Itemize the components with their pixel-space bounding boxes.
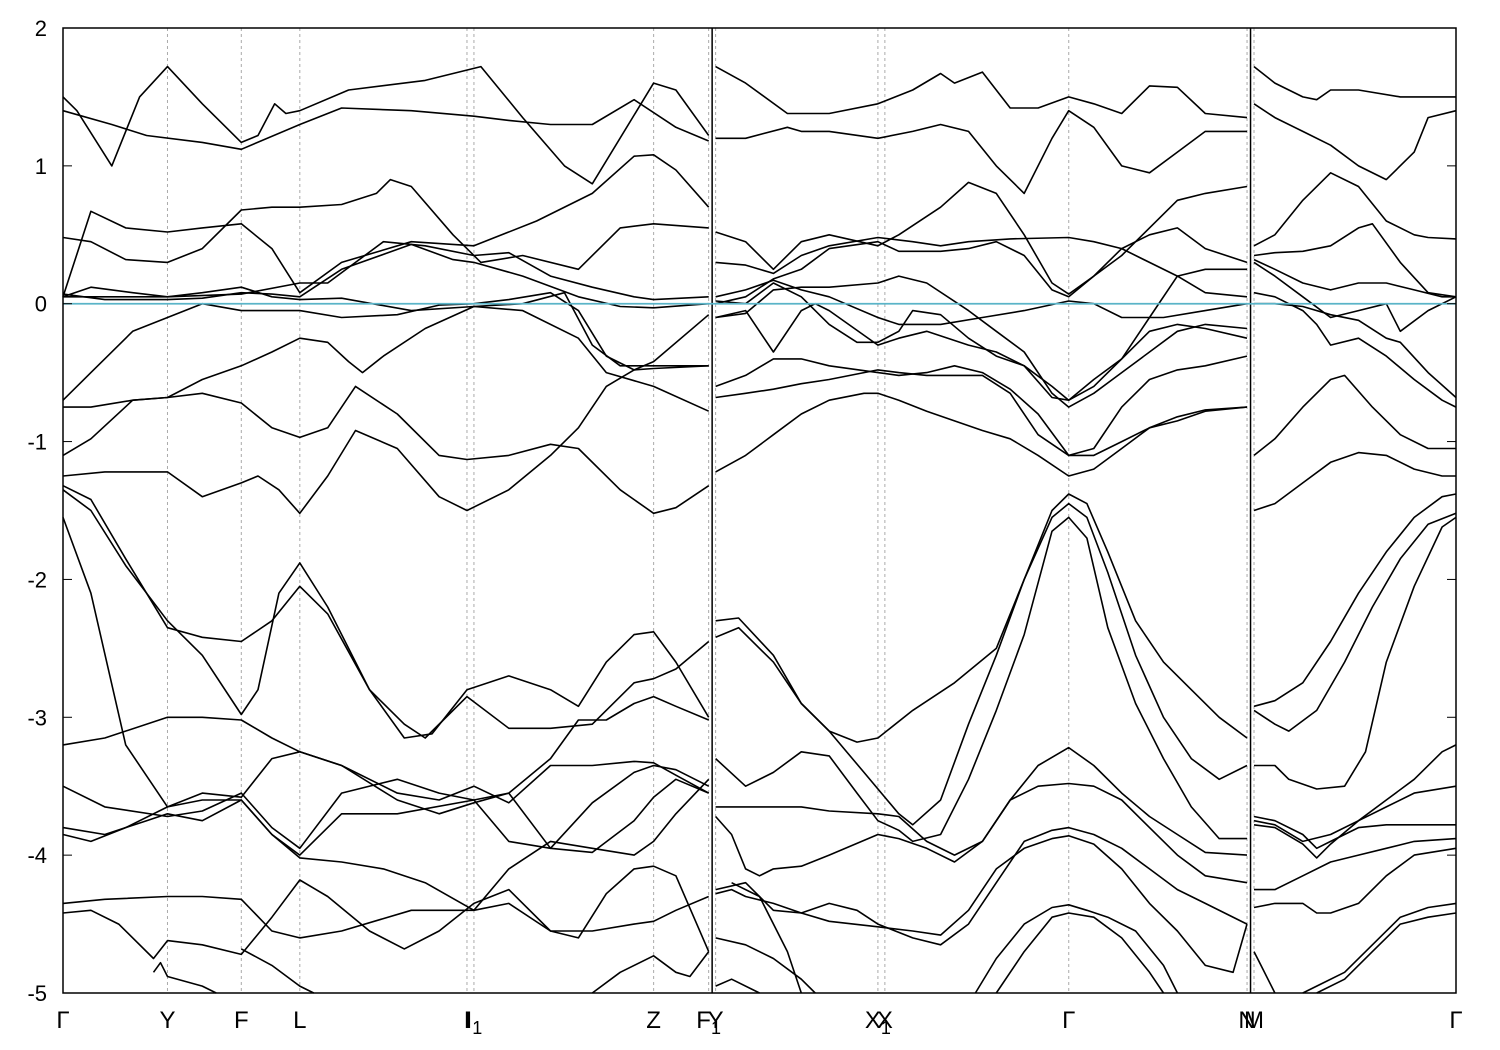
band-line xyxy=(1253,258,1456,298)
band-line xyxy=(715,279,1248,326)
band-line xyxy=(62,517,710,815)
band-line xyxy=(62,778,710,856)
band-line xyxy=(1253,374,1456,457)
band-line xyxy=(62,154,710,298)
band-line xyxy=(715,268,1247,401)
band-line xyxy=(715,937,816,994)
band-line xyxy=(62,286,709,367)
x-axis-kpoint-labels: Γ Y F L II1 Z F1Y X1X Γ NM Γ xyxy=(56,1007,1462,1038)
band-line xyxy=(715,369,1248,457)
band-line xyxy=(62,764,710,850)
kpoint-label: X xyxy=(877,1007,893,1034)
band-line xyxy=(715,978,760,994)
band-line xyxy=(1302,902,1457,994)
band-line xyxy=(62,489,710,739)
band-line xyxy=(152,961,217,994)
band-line xyxy=(62,895,710,939)
band-line xyxy=(62,178,709,271)
band-line xyxy=(1253,512,1457,732)
y-tick-label: -1 xyxy=(27,430,47,455)
band-line xyxy=(715,275,1248,408)
band-line xyxy=(62,865,710,960)
plot-frame xyxy=(62,27,1457,994)
band-line xyxy=(1253,744,1457,843)
kpoint-label: F xyxy=(234,1007,249,1034)
band-line xyxy=(715,302,1248,401)
band-line xyxy=(1253,785,1457,859)
kpoint-label: Γ xyxy=(1449,1007,1462,1034)
band-line xyxy=(63,240,709,301)
band-line xyxy=(715,109,1247,195)
band-line xyxy=(591,951,710,994)
band-line xyxy=(715,181,1248,295)
kpoint-label: F1 xyxy=(696,1007,721,1038)
y-tick-label: 0 xyxy=(35,292,47,317)
band-line xyxy=(715,493,1248,743)
band-line xyxy=(715,65,1248,119)
band-line xyxy=(1253,291,1457,408)
band-line xyxy=(62,291,710,401)
kpoint-label: Y xyxy=(159,1007,175,1034)
band-line xyxy=(715,826,1248,946)
band-line xyxy=(1254,516,1457,790)
kpoint-label: I xyxy=(464,1007,471,1034)
kpoint-label: N xyxy=(1238,1007,1255,1034)
segment-dividers xyxy=(711,28,1252,993)
y-tick-label: 1 xyxy=(35,154,47,179)
band-line xyxy=(1253,951,1276,994)
y-tick-label: -3 xyxy=(27,705,47,730)
band-line xyxy=(715,355,1248,457)
band-line xyxy=(1253,815,1456,850)
y-tick-label: -4 xyxy=(27,843,47,868)
band-line xyxy=(62,243,709,309)
kpoint-label: X1 xyxy=(865,1007,891,1038)
y-axis-ticks: 2 1 0 -1 -2 -3 -4 -5 xyxy=(27,16,1456,1006)
kpoint-label: M xyxy=(1244,1007,1264,1034)
kpoint-label: Γ xyxy=(56,1007,69,1034)
band-line xyxy=(715,236,1248,298)
band-line xyxy=(715,835,1248,974)
band-line xyxy=(715,392,1248,477)
kpoint-label: Y xyxy=(708,1007,724,1034)
band-line xyxy=(715,516,1247,843)
band-line xyxy=(62,65,710,185)
band-line xyxy=(1253,847,1457,914)
band-line xyxy=(1254,837,1457,891)
band-line xyxy=(1253,172,1457,247)
band-line xyxy=(715,185,1248,305)
kpoint-label: L xyxy=(293,1007,306,1034)
kpoint-gridlines xyxy=(166,28,1255,993)
band-line xyxy=(1253,103,1457,181)
band-line xyxy=(995,912,1165,994)
band-line xyxy=(974,904,1179,994)
kpoint-label: Γ xyxy=(1062,1007,1075,1034)
band-line xyxy=(62,98,710,151)
band-lines xyxy=(62,65,1457,994)
band-line xyxy=(62,778,710,912)
kpoint-label: I1 xyxy=(466,1007,483,1038)
band-line xyxy=(1253,451,1456,512)
kpoint-label: Z xyxy=(646,1007,661,1034)
band-line xyxy=(1316,912,1457,994)
band-line xyxy=(62,365,709,515)
band-line xyxy=(240,948,315,994)
band-line xyxy=(1253,261,1457,333)
band-line xyxy=(1253,223,1457,298)
band-line xyxy=(715,502,1248,826)
band-line xyxy=(1253,65,1456,101)
band-line xyxy=(62,385,710,515)
y-tick-label: -5 xyxy=(27,981,47,1006)
band-line xyxy=(731,881,803,994)
y-tick-label: -2 xyxy=(27,567,47,592)
band-line xyxy=(715,782,1248,884)
band-line xyxy=(1253,493,1457,708)
band-line xyxy=(1254,302,1457,399)
y-tick-label: 2 xyxy=(35,16,47,41)
band-line xyxy=(62,716,710,804)
band-line xyxy=(62,484,710,739)
